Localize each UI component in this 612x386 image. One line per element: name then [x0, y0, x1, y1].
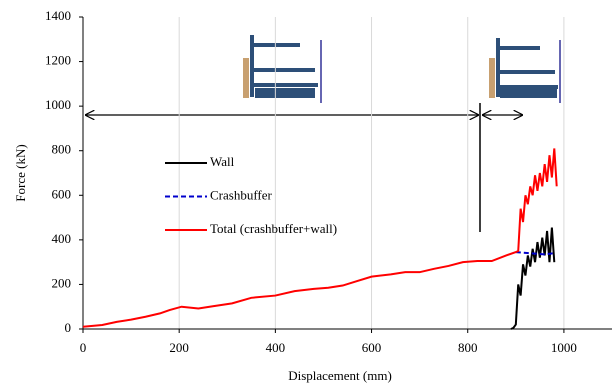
x-tick-label: 1000	[551, 340, 577, 355]
y-tick-label: 200	[52, 275, 72, 290]
chart: Displacement (mm) Force (kN) 0 200 400 600 8…	[0, 0, 612, 386]
y-tick-label: 800	[52, 142, 72, 157]
annotation-arrows	[86, 103, 522, 232]
x-tick-label: 0	[80, 340, 87, 355]
series-line	[83, 148, 557, 326]
y-tick-label: 600	[52, 186, 72, 201]
x-tick-label: 200	[169, 340, 189, 355]
y-tick-label: 400	[52, 231, 72, 246]
legend-label: Crashbuffer	[210, 187, 273, 202]
y-tick-label: 1000	[45, 97, 71, 112]
x-axis-title: Displacement (mm)	[288, 368, 392, 383]
legend-label: Total (crashbuffer+wall)	[210, 221, 337, 236]
series-line	[511, 228, 554, 329]
illustration	[243, 35, 560, 103]
y-tick-label: 1200	[45, 53, 71, 68]
legend-label: Wall	[210, 154, 235, 169]
y-axis-title: Force (kN)	[13, 144, 28, 201]
x-tick-label: 600	[362, 340, 382, 355]
x-tick-label: 800	[458, 340, 478, 355]
y-tick-label: 1400	[45, 8, 71, 23]
y-tick-label: 0	[65, 320, 72, 335]
x-tick-label: 400	[266, 340, 286, 355]
